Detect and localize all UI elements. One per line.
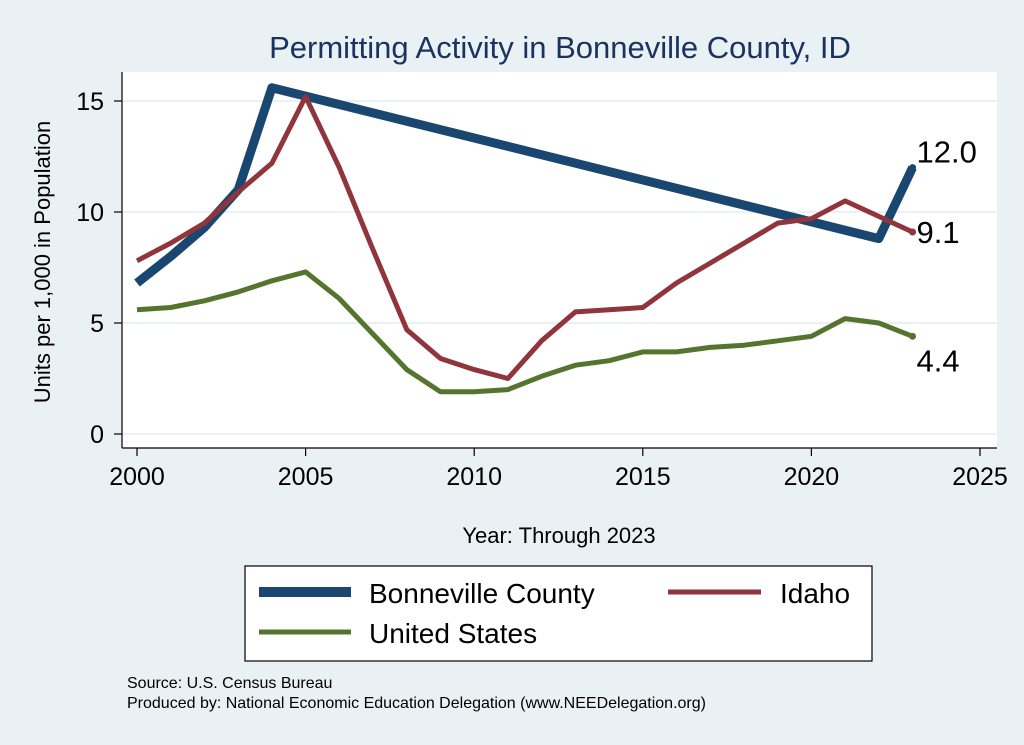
series-endpoint-united-states bbox=[909, 332, 917, 340]
x-axis-title: Year: Through 2023 bbox=[462, 523, 655, 548]
end-label-idaho: 9.1 bbox=[917, 215, 960, 250]
source-note: Source: U.S. Census Bureau bbox=[127, 675, 332, 692]
series-line-idaho bbox=[135, 94, 914, 381]
series-endpoint-idaho bbox=[909, 228, 917, 236]
y-tick-label: 0 bbox=[90, 421, 104, 449]
y-tick-label: 15 bbox=[76, 88, 104, 116]
y-tick-label: 10 bbox=[76, 199, 104, 227]
x-tick-label: 2015 bbox=[615, 463, 671, 491]
x-tick-label: 2005 bbox=[278, 463, 334, 491]
chart-title: Permitting Activity in Bonneville County… bbox=[269, 30, 851, 65]
producer-note: Produced by: National Economic Education… bbox=[127, 695, 706, 712]
series-endpoint-bonneville-county bbox=[909, 164, 917, 172]
x-tick-label: 2020 bbox=[784, 463, 840, 491]
legend-label-idaho: Idaho bbox=[780, 578, 850, 609]
end-label-bonneville-county: 12.0 bbox=[917, 135, 977, 170]
x-tick-label: 2000 bbox=[109, 463, 165, 491]
legend-label-bonneville-county: Bonneville County bbox=[369, 578, 595, 609]
end-labels: 12.0 9.1 4.4 bbox=[917, 135, 977, 379]
legend-box bbox=[244, 565, 873, 662]
plot-area bbox=[122, 72, 997, 448]
axis-ticks: 2000 2005 2010 2015 2020 2025 0 5 10 15 bbox=[76, 88, 1008, 491]
legend: Bonneville County Idaho United States bbox=[244, 565, 873, 662]
x-tick-label: 2010 bbox=[446, 463, 502, 491]
legend-label-united-states: United States bbox=[369, 618, 537, 649]
series-line-united-states bbox=[136, 269, 914, 395]
end-label-united-states: 4.4 bbox=[917, 343, 960, 378]
y-tick-label: 5 bbox=[90, 310, 104, 338]
series-lines bbox=[134, 83, 917, 395]
x-tick-label: 2025 bbox=[952, 463, 1008, 491]
y-axis-title: Units per 1,000 in Population bbox=[30, 121, 55, 404]
